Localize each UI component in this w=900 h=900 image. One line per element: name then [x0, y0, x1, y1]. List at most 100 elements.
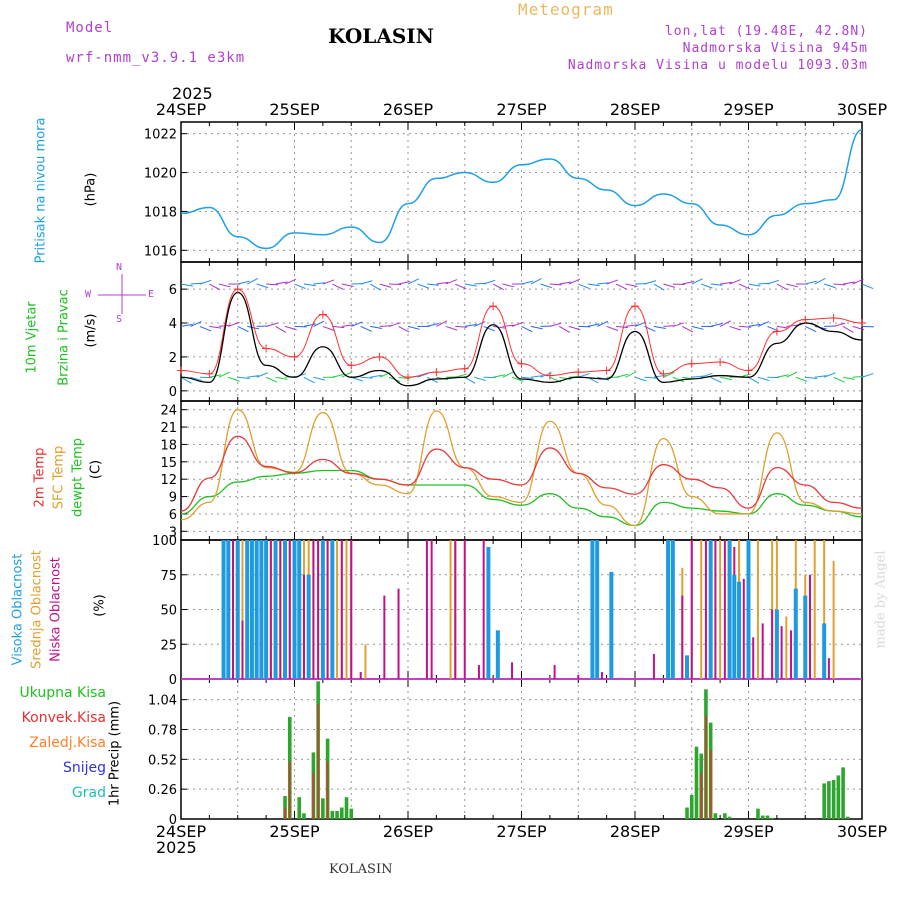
cloud-low-bar [752, 637, 755, 679]
cloud-mid-bar [364, 644, 367, 679]
cloud-high-bar [226, 540, 231, 679]
wind-arrow [313, 376, 326, 381]
wind-arrow [407, 278, 420, 285]
precip-total-bar [770, 817, 774, 819]
date-label-top: 27SEP [496, 100, 547, 119]
wind-arrow [729, 325, 742, 331]
wind-arrow [455, 325, 468, 328]
compass-w: W [85, 289, 92, 300]
cloud-low-bar [454, 540, 457, 679]
wind-gust-marker [432, 368, 441, 377]
wind-arrow [530, 375, 543, 378]
precip-conv-bar [317, 704, 319, 819]
wind-arrow [275, 376, 288, 380]
wind-arrow [814, 375, 827, 378]
wind-arrow [360, 280, 373, 285]
wind-arrow [521, 280, 534, 285]
y-tick-label: 3 [169, 525, 177, 540]
cloud-high-bar [670, 540, 675, 679]
wind-arrow [596, 320, 609, 327]
precip-conv-bar [288, 761, 291, 819]
cloud-mid-bar [345, 540, 348, 679]
precip-legend-item: Snijeg [62, 760, 106, 776]
cloud-high-bar [793, 588, 798, 679]
precip-total-bar [765, 815, 770, 819]
wind-arrow [237, 376, 250, 380]
precip-total-bar [723, 813, 727, 819]
wind-gust-marker [318, 310, 327, 319]
y-tick-label: 15 [160, 456, 177, 471]
wind-arrow [842, 376, 855, 380]
wind-gust-marker [858, 319, 866, 328]
wind-arrow [284, 278, 297, 285]
cloud-high-bar [727, 540, 732, 679]
cloud-low-bar [383, 595, 386, 679]
wind-arrow [351, 321, 363, 327]
wind-arrow [842, 281, 855, 285]
y-tick-label: 1.04 [148, 694, 177, 709]
wind-arrow [587, 283, 600, 287]
date-label-top: 26SEP [382, 100, 434, 119]
cloud-low-bar [340, 540, 343, 679]
cloud-low-bar [771, 609, 774, 679]
wind-arrow [341, 324, 354, 327]
cloud-mid-bar [449, 540, 452, 679]
cloud-high-bar [774, 609, 779, 679]
date-label-top: 29SEP [723, 100, 774, 119]
precip-total-bar [302, 813, 306, 819]
coords-text: lon,lat (19.48E, 42.8N) [664, 24, 868, 39]
cloud-low-bar [761, 623, 764, 679]
cloud-low-bar [232, 540, 235, 679]
wind-arrow [294, 283, 306, 289]
precip-conv-bar [705, 715, 707, 819]
date-label-bottom: 29SEP [723, 822, 774, 841]
wind-arrow [757, 321, 770, 327]
cloud-low-bar [463, 540, 466, 679]
cloud-low-bar [350, 540, 353, 679]
precip-total-bar [756, 808, 760, 819]
wind-gust-marker [687, 359, 696, 368]
cloud-high-bar [273, 540, 278, 679]
cloud-low-bar [652, 653, 655, 679]
wind-arrow [218, 371, 230, 378]
cloud-low-bar [317, 540, 320, 679]
cloud-high-bar [822, 623, 827, 679]
cloud-low-bar [397, 588, 400, 679]
date-label-top: 24SEP [155, 100, 207, 119]
cloud-low-bar [600, 672, 603, 679]
cloud-low-bar [808, 574, 811, 679]
y-tick-label: 21 [160, 421, 177, 436]
wind-arrow [247, 375, 260, 378]
wind-arrow [303, 283, 316, 287]
date-label-bottom: 28SEP [609, 822, 661, 841]
wind-arrow [483, 279, 496, 285]
precip-total-bar [321, 798, 325, 819]
y-tick-label: 100 [152, 534, 177, 549]
wind-arrow [370, 374, 383, 378]
wind-arrow [615, 373, 628, 378]
wind-arrow [237, 325, 249, 333]
cloud-low-bar [302, 574, 305, 679]
wind-arrow [587, 323, 600, 327]
precip-total-bar [727, 816, 732, 819]
y-tick-label: 2 [169, 351, 177, 366]
wind-arrow [852, 325, 865, 331]
wind-arrow [511, 376, 524, 382]
cloud-high-bar [259, 540, 264, 679]
wind-arrow [748, 376, 760, 384]
wind-arrow [464, 376, 476, 384]
wind-arrow [653, 283, 665, 291]
precip-conv-bar [326, 761, 329, 819]
wind-arrow [559, 325, 570, 333]
wind-arrow [483, 325, 495, 332]
precip-total-bar [846, 816, 850, 819]
wind-arrow [303, 323, 316, 327]
cloud-low-bar [312, 540, 315, 679]
cloud-high-bar [320, 540, 325, 679]
wind-speed-line [180, 291, 863, 387]
wind-arrow [417, 372, 429, 378]
wind-arrow [237, 280, 250, 285]
date-label-bottom: 25SEP [269, 822, 320, 841]
precip-total-bar [689, 794, 694, 819]
